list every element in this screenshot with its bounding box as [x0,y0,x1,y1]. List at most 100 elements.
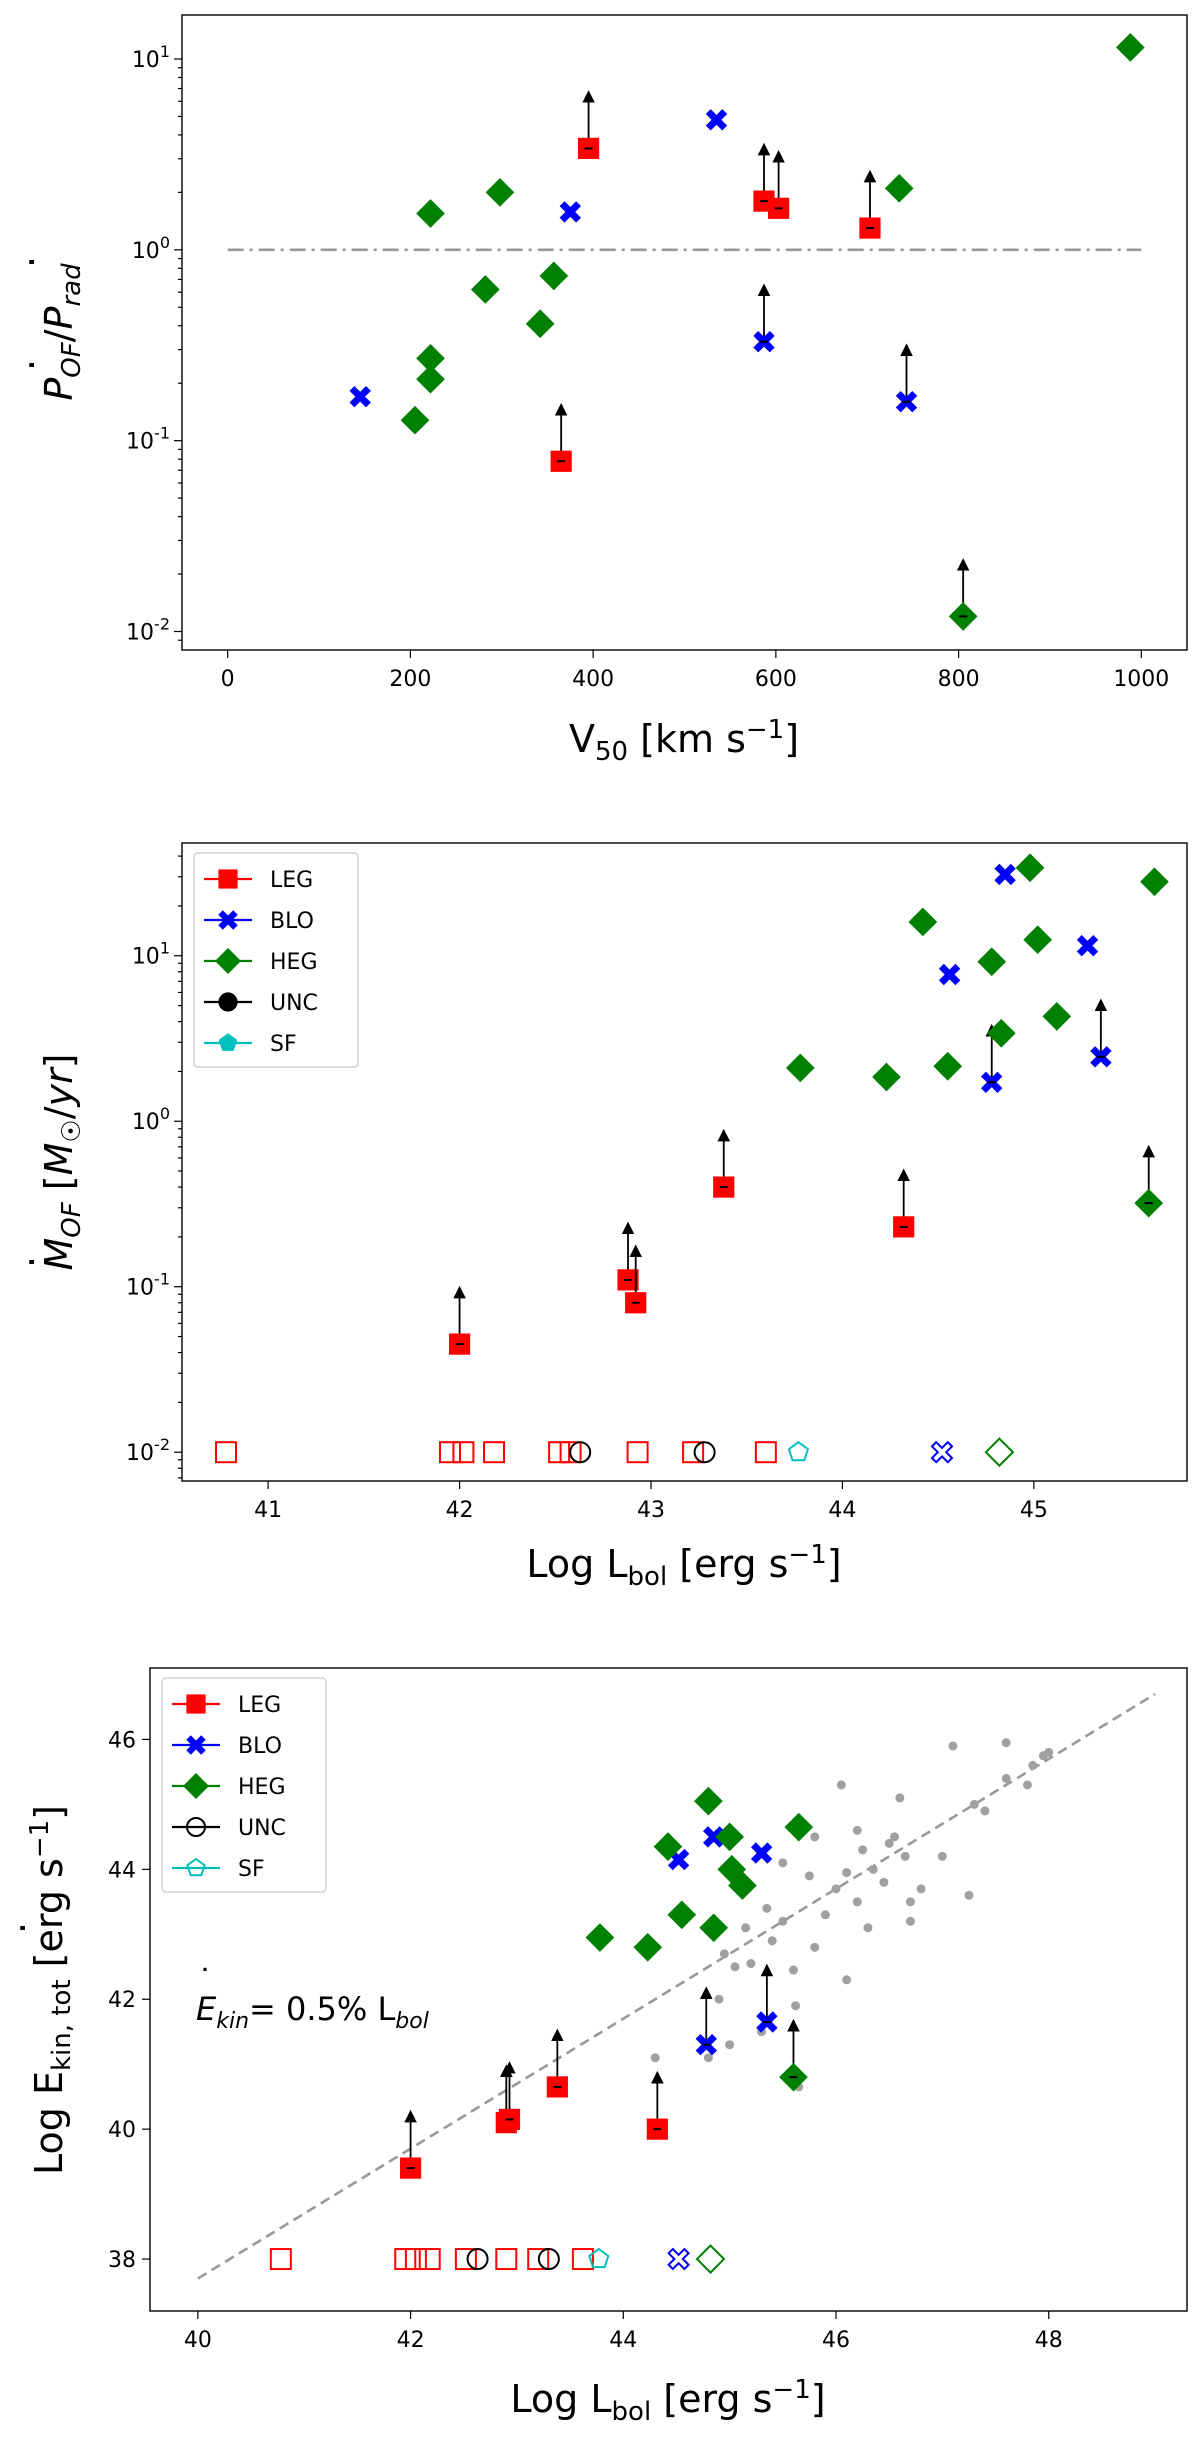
data-point-heg [585,1923,615,1952]
legend: LEG BLO HEG UNC SF [161,1677,327,1893]
data-point-comparison [836,1780,846,1790]
y-tick-label: 40 [108,2118,136,2143]
data-point-heg [884,173,914,203]
data-point-heg [1140,867,1169,897]
x-tick-label: 400 [572,667,614,692]
legend-marker-unc [218,992,238,1012]
data-point-comparison [820,1910,830,1920]
y-tick-label: 44 [108,1858,136,1883]
data-point-comparison [719,1949,729,1959]
data-point-heg [416,364,445,394]
data-point-blo [705,109,728,131]
data-point-heg [695,2244,726,2274]
data-point-sf [588,2247,610,2269]
data-point-comparison [767,1936,777,1946]
x-tick-label: 40 [184,2328,212,2353]
data-point-unc [569,1441,592,1464]
data-point-heg [933,1051,963,1081]
data-point-comparison [852,1825,862,1835]
data-point-heg [416,199,445,228]
y-axis-title: Log Ekin, tot [erg s−1] [25,1805,77,2175]
data-point-comparison [890,1832,900,1842]
legend-label-heg: HEG [270,950,318,975]
y-tick-label: 38 [108,2248,136,2273]
data-point-comparison [900,1851,910,1861]
data-point-heg [728,1871,757,1900]
data-point-unc [537,2248,560,2271]
legend-marker-heg [215,948,241,974]
legend-frame [193,852,359,1068]
legend-marker-heg [183,1773,209,1799]
data-point-leg [626,1441,649,1464]
y-tick-label: 10-2 [126,1435,170,1466]
data-point-comparison [714,1994,724,2004]
data-point-leg [495,2248,518,2271]
data-point-leg [571,2248,594,2271]
x-tick-label: 46 [822,2328,850,2353]
x-axis-title: Log Lbol [erg s−1] [526,1540,841,1592]
data-point-blo [667,2247,691,2271]
data-point-comparison [948,1741,958,1751]
annotation-dot: ˙ [197,1962,213,2000]
data-point-heg [977,947,1007,977]
data-point-comparison [746,1959,756,1969]
data-point-heg [653,1832,683,1861]
legend-label-blo: BLO [270,909,314,934]
data-point-heg [400,405,430,435]
data-point-comparison [725,2040,735,2050]
y-axis-title-dot: · [10,1256,54,1268]
legend-label-unc: UNC [270,991,318,1016]
legend-label-unc: UNC [238,1816,286,1841]
data-point-blo [1076,934,1099,957]
data-point-comparison [831,1884,841,1894]
panel-mof-vs-lbol: 41 42 43 44 45 10-2 10-1 100 101 Log Lbol [erg s… [10,842,1188,1592]
data-point-heg [984,1437,1015,1468]
x-tick-label: 45 [1020,1498,1048,1523]
data-point-unc [693,1441,716,1464]
data-point-comparison [905,1916,915,1926]
data-point-heg [715,1822,745,1852]
data-point-comparison [804,1871,814,1881]
legend-marker-blo [186,1735,206,1755]
data-point-comparison [842,1975,852,1985]
data-point-heg [694,1786,723,1816]
x-tick-label: 42 [397,2328,425,2353]
data-point-heg [667,1900,697,1930]
data-point-heg [699,1913,729,1943]
legend-frame [161,1677,327,1893]
data-point-leg [682,1441,705,1464]
data-point-comparison [791,2001,801,2011]
y-axis-title-dot: · [10,256,54,268]
data-point-comparison [1022,1780,1032,1790]
data-point-comparison [852,1897,862,1907]
data-point-leg [754,1441,777,1464]
y-axis-title-dot: · [1,1922,45,1934]
data-point-comparison [842,1868,852,1878]
reference-line [197,1692,1156,2280]
legend-label-leg: LEG [238,1693,281,1718]
data-point-heg [485,178,515,207]
plot-area [181,842,1188,1482]
data-point-comparison [741,1923,751,1933]
data-point-heg [872,1062,901,1092]
legend-marker-sf [186,1857,206,1877]
data-point-comparison [895,1793,905,1803]
x-tick-label: 44 [609,2328,637,2353]
data-point-leg [215,1441,238,1464]
data-point-leg [452,1441,475,1464]
y-tick-label: 46 [108,1728,136,1753]
y-axis-title: MOF [M☉/yr] [37,1054,87,1271]
x-axis-title: Log Lbol [erg s−1] [510,2375,825,2427]
plot-area [181,14,1188,651]
data-point-comparison [879,1877,889,1887]
data-point-heg [986,1018,1016,1048]
data-point-comparison [762,1903,772,1913]
data-point-heg [1015,853,1045,883]
data-point-comparison [905,1897,915,1907]
y-tick-label: 10-1 [126,1270,170,1301]
data-point-leg [439,1441,461,1464]
y-tick-label: 101 [132,42,170,73]
y-tick-label: 10-2 [126,615,170,646]
data-point-comparison [937,1851,947,1861]
